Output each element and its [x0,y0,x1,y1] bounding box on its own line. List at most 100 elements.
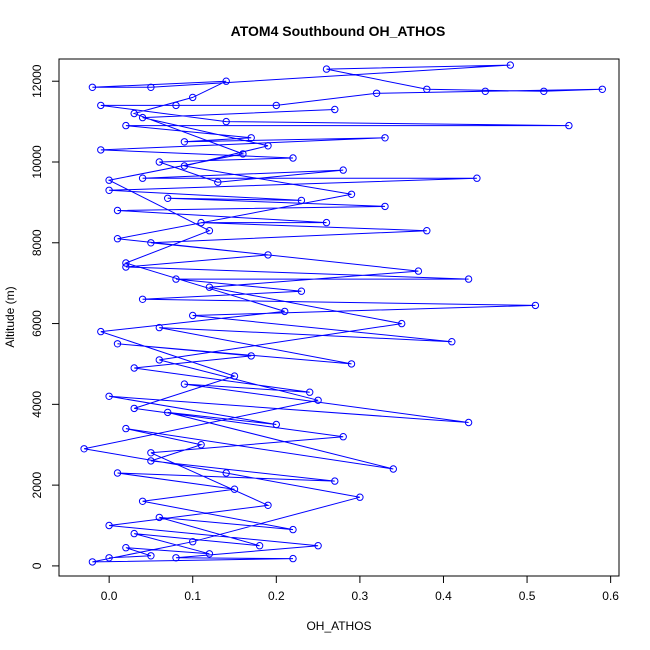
data-point [264,142,272,150]
data-point [155,513,164,522]
data-point [172,101,180,110]
chart-title: ATOM4 Southbound OH_ATHOS [231,23,446,39]
data-point [180,380,189,388]
data-point [205,550,214,558]
data-point [264,501,272,509]
data-point [423,227,431,235]
data-point [381,134,389,142]
series-line [83,64,603,563]
data-point [97,101,105,110]
data-point [389,465,397,473]
data-point [189,311,197,320]
data-point [105,176,113,184]
y-tick-label: 0 [30,562,44,569]
data-point [289,525,297,534]
data-point [205,283,214,291]
data-point [197,441,205,449]
data-point [289,554,297,563]
data-point [113,469,122,477]
data-point [130,529,138,538]
data-point [322,65,331,73]
y-tick-label: 6000 [30,310,44,337]
data-point [565,121,573,130]
plot-layer [80,61,606,566]
data-point [272,420,280,429]
data-point [464,418,473,427]
data-point [88,558,97,566]
data-point [105,554,113,562]
data-point [80,445,88,453]
data-point [297,196,306,205]
data-point [172,275,180,283]
data-point [339,166,347,174]
data-point [180,138,189,146]
data-point [506,61,514,69]
data-point [230,372,239,380]
data-point [138,113,147,122]
data-point [138,295,147,303]
x-tick-label: 0.3 [352,589,369,603]
data-point [481,87,489,96]
data-point [122,121,130,130]
data-point [264,251,272,259]
x-tick-label: 0.5 [519,589,536,603]
data-point [306,388,314,396]
data-point [230,485,239,493]
data-point [130,404,138,413]
data-point [130,364,138,372]
data-point [339,433,347,441]
y-axis-label: Altitude (m) [3,286,17,347]
data-point [464,275,473,283]
data-point [189,538,197,546]
data-point [314,542,322,550]
data-point [164,408,172,417]
data-point [398,319,406,328]
data-point [356,493,364,501]
data-point [147,457,155,465]
data-point [331,477,339,485]
data-point [272,101,280,110]
x-axis-label: OH_ATHOS [306,619,371,633]
data-point [105,186,113,195]
data-point [289,154,297,162]
data-point [247,134,255,142]
y-tick-label: 4000 [30,391,44,418]
data-point [255,542,264,550]
data-point [130,109,138,118]
data-point [247,352,255,360]
data-point [314,396,322,404]
data-point [113,206,122,215]
data-point [222,77,230,85]
data-point [147,449,155,457]
data-point [473,174,481,182]
data-point [147,239,155,247]
data-point [122,263,130,271]
data-point [97,327,105,336]
data-point [180,162,189,170]
data-point [448,338,456,346]
data-point [531,301,540,310]
data-point [88,83,97,92]
data-point [155,323,164,332]
data-point [197,218,205,227]
x-tick-label: 0.0 [101,589,118,603]
data-point [239,150,247,158]
data-point [331,105,339,114]
data-point [105,392,113,400]
data-point [113,235,122,243]
y-tick-label: 2000 [30,471,44,498]
data-point [414,267,423,275]
data-point [423,85,431,94]
y-axis: 0 2000 4000 6000 8000 10000 12000 [30,64,60,569]
data-point [381,202,389,211]
data-point [97,146,105,154]
data-point [155,356,164,364]
data-point [105,521,113,530]
data-point [147,552,155,560]
data-point [164,194,172,203]
data-point [113,340,122,348]
data-point [172,554,180,562]
data-point [540,87,548,96]
data-point [189,93,197,102]
